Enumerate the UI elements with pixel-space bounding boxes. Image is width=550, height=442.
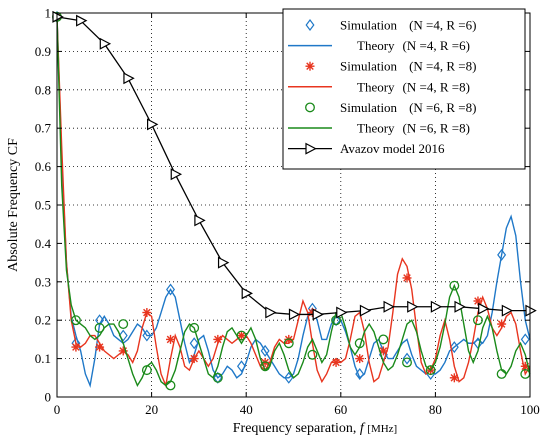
y-tick-label: 0.9 xyxy=(35,44,51,59)
data-point xyxy=(307,349,318,360)
data-point xyxy=(283,338,294,349)
data-point xyxy=(142,329,152,342)
axis-ticks: 0 20 40 60 80 100 0 0.1 0.2 0.3 0.4 0.5 0.6 0.7 0.8 0.9… xyxy=(35,6,540,418)
y-tick-label: 0.8 xyxy=(35,82,51,97)
data-point xyxy=(241,287,253,300)
x-axis-label: Frequency separation, f [MHz] xyxy=(233,421,397,436)
data-point xyxy=(170,168,183,181)
x-tick-label: 100 xyxy=(520,402,540,417)
data-point xyxy=(336,306,348,319)
y-tick-label: 0.6 xyxy=(35,159,52,174)
data-point xyxy=(430,300,443,313)
x-tick-label: 60 xyxy=(334,402,347,417)
legend-label: Theory (N =4, R =8) xyxy=(357,79,470,94)
data-point xyxy=(359,304,372,317)
data-point xyxy=(189,337,199,350)
legend-symbol xyxy=(305,19,315,31)
data-point xyxy=(217,256,230,269)
y-tick-label: 0.5 xyxy=(35,198,51,213)
data-point xyxy=(194,214,206,227)
legend-label: Simulation (N =6, R =8) xyxy=(340,100,476,115)
data-point xyxy=(260,344,270,357)
y-tick-label: 1 xyxy=(45,6,52,21)
y-tick-label: 0.3 xyxy=(35,274,51,289)
series-line xyxy=(56,16,531,388)
y-tick-label: 0.4 xyxy=(35,236,52,251)
y-tick-label: 0.2 xyxy=(35,313,51,328)
legend-box xyxy=(282,8,526,170)
legend-label: Theory (N =6, R =8) xyxy=(357,121,470,136)
y-tick-label: 0.1 xyxy=(35,351,51,366)
legend-symbol xyxy=(288,142,332,155)
data-point xyxy=(425,365,436,376)
data-point xyxy=(288,308,301,321)
legend-label: Simulation (N =4, R =8) xyxy=(340,59,476,74)
data-point xyxy=(166,334,176,344)
data-point xyxy=(520,333,530,346)
data-point xyxy=(123,72,135,85)
plot-series xyxy=(52,10,537,391)
legend-entry: Theory (N =4, R =8) xyxy=(288,79,470,94)
series-3 xyxy=(56,16,531,388)
series-6 xyxy=(52,10,537,321)
legend: Simulation (N =4, R =6) Theory (N =4, R =6)… xyxy=(282,8,526,170)
legend-symbol xyxy=(305,102,315,113)
series-5 xyxy=(56,16,531,388)
series-line xyxy=(56,16,531,388)
legend-entry: Simulation (N =4, R =8) xyxy=(305,59,476,74)
data-point xyxy=(118,329,128,342)
data-point xyxy=(407,300,419,313)
legend-label: Avazov model 2016 xyxy=(340,141,445,156)
data-point xyxy=(331,315,342,326)
legend-entry: Theory (N =6, R =8) xyxy=(288,121,470,136)
data-point xyxy=(449,280,460,291)
data-point xyxy=(52,10,64,23)
data-point xyxy=(355,354,365,364)
legend-entry: Avazov model 2016 xyxy=(288,141,445,156)
legend-entry: Theory (N =4, R =6) xyxy=(288,38,470,53)
legend-entry: Simulation (N =6, R =8) xyxy=(305,100,476,115)
data-point xyxy=(312,308,324,321)
data-point xyxy=(525,304,537,317)
legend-symbol xyxy=(305,61,315,71)
x-tick-label: 40 xyxy=(240,402,253,417)
data-point xyxy=(166,283,176,296)
data-point xyxy=(473,315,483,326)
data-point xyxy=(236,360,246,373)
data-point xyxy=(378,334,389,345)
data-point xyxy=(265,306,277,319)
legend-label: Simulation (N =4, R =6) xyxy=(340,18,476,33)
data-point xyxy=(189,322,200,333)
legend-label: Theory (N =4, R =6) xyxy=(357,38,470,53)
data-point xyxy=(497,248,507,261)
y-tick-label: 0.7 xyxy=(35,121,52,136)
x-tick-label: 80 xyxy=(429,402,442,417)
data-point xyxy=(76,14,88,27)
data-point xyxy=(118,319,129,329)
x-tick-label: 20 xyxy=(145,402,158,417)
y-axis-label: Absolute Frequency CF xyxy=(6,138,21,272)
data-point xyxy=(478,302,490,315)
x-tick-label: 0 xyxy=(54,402,61,417)
data-point xyxy=(383,300,395,313)
legend-entry: Simulation (N =4, R =6) xyxy=(305,18,476,33)
data-point xyxy=(501,304,514,317)
data-point xyxy=(99,37,112,50)
data-point xyxy=(70,315,81,326)
data-point xyxy=(213,334,223,344)
data-point xyxy=(454,300,466,313)
y-tick-label: 0 xyxy=(45,390,52,405)
data-point xyxy=(402,357,412,368)
data-point xyxy=(147,118,159,131)
data-point xyxy=(402,352,412,365)
